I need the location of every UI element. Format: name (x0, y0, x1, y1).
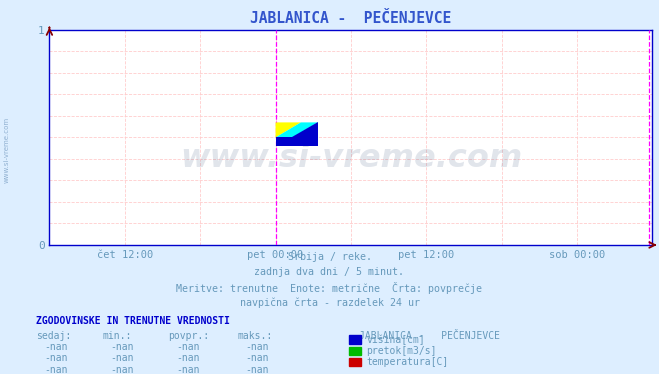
Polygon shape (275, 122, 301, 138)
Text: JABLANICA -   PEČENJEVCE: JABLANICA - PEČENJEVCE (359, 331, 500, 341)
Text: -nan: -nan (245, 353, 269, 364)
Text: Meritve: trenutne  Enote: metrične  Črta: povprečje: Meritve: trenutne Enote: metrične Črta: … (177, 282, 482, 294)
Text: -nan: -nan (44, 342, 68, 352)
Text: navpična črta - razdelek 24 ur: navpična črta - razdelek 24 ur (239, 297, 420, 308)
Text: -nan: -nan (110, 342, 134, 352)
Text: sedaj:: sedaj: (36, 331, 71, 341)
Text: -nan: -nan (44, 365, 68, 374)
Polygon shape (275, 138, 318, 147)
Text: ZGODOVINSKE IN TRENUTNE VREDNOSTI: ZGODOVINSKE IN TRENUTNE VREDNOSTI (36, 316, 230, 326)
Text: temperatura[C]: temperatura[C] (366, 358, 449, 367)
Text: -nan: -nan (110, 365, 134, 374)
Title: JABLANICA -  PEČENJEVCE: JABLANICA - PEČENJEVCE (250, 11, 451, 26)
Text: min.:: min.: (102, 331, 132, 341)
Polygon shape (275, 122, 318, 138)
Text: -nan: -nan (176, 342, 200, 352)
Text: -nan: -nan (176, 365, 200, 374)
Polygon shape (293, 122, 318, 138)
Text: višina[cm]: višina[cm] (366, 335, 425, 345)
Text: povpr.:: povpr.: (168, 331, 209, 341)
Text: -nan: -nan (245, 342, 269, 352)
Text: -nan: -nan (44, 353, 68, 364)
Text: www.si-vreme.com: www.si-vreme.com (180, 144, 522, 174)
Text: www.si-vreme.com: www.si-vreme.com (3, 117, 10, 183)
Text: -nan: -nan (245, 365, 269, 374)
Text: pretok[m3/s]: pretok[m3/s] (366, 346, 437, 356)
Text: -nan: -nan (176, 353, 200, 364)
Text: -nan: -nan (110, 353, 134, 364)
Text: zadnja dva dni / 5 minut.: zadnja dva dni / 5 minut. (254, 267, 405, 278)
Text: Srbija / reke.: Srbija / reke. (287, 252, 372, 263)
Text: maks.:: maks.: (237, 331, 272, 341)
